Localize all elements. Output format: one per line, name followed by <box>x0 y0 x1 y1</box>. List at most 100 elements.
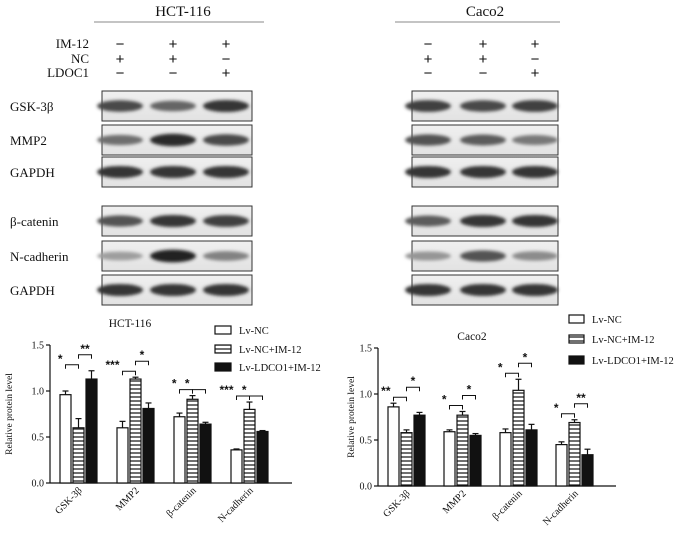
protein-band <box>405 134 451 146</box>
significance-bracket <box>135 360 149 366</box>
bar-lv-nc <box>499 432 512 487</box>
protein-band <box>203 165 249 179</box>
legend-label: Lv-LDCO1+IM-12 <box>592 356 674 367</box>
significance-bracket <box>192 389 206 394</box>
protein-band <box>460 250 506 262</box>
significance-bracket <box>462 394 476 400</box>
protein-band <box>150 214 196 228</box>
x-tick-label: MMP2 <box>441 488 469 516</box>
y-axis-label: Relative protein level <box>5 373 15 455</box>
significance-label: *** <box>219 383 233 397</box>
protein-band <box>405 165 451 179</box>
significance-label: * <box>411 374 416 388</box>
bar-lv-nc-im-12 <box>568 421 581 487</box>
significance-label: ** <box>80 342 90 356</box>
treatment-sign: + <box>222 36 231 53</box>
legend-swatch <box>568 334 585 344</box>
significance-label: *** <box>105 358 119 372</box>
bar-chart-hct116: HCT-116 0.0 0.5 1.0 1.5 Relative protein leve… <box>5 318 321 525</box>
bar-lv-ldco1-im-12 <box>199 423 212 484</box>
protein-band <box>97 215 143 227</box>
significance-bracket <box>65 364 79 369</box>
protein-band <box>460 165 506 179</box>
bar-lv-nc <box>116 427 129 484</box>
bar-lv-ldco1-im-12 <box>256 430 269 484</box>
protein-band <box>97 251 143 261</box>
treatment-label: LDOC1 <box>47 65 89 80</box>
x-tick-label: β-catenin <box>164 485 198 519</box>
treatment-label: NC <box>71 51 89 66</box>
protein-band <box>203 251 249 261</box>
protein-band <box>203 134 249 146</box>
significance-bracket <box>449 404 463 410</box>
bar-lv-nc <box>59 394 72 484</box>
significance-bracket <box>518 362 532 368</box>
bar-lv-nc-im-12 <box>243 408 256 484</box>
treatment-sign: − <box>531 51 540 68</box>
bar-lv-ldco1-im-12 <box>525 429 538 487</box>
bar-lv-ldco1-im-12 <box>581 454 594 487</box>
significance-bracket <box>505 372 519 378</box>
significance-bracket <box>249 395 263 401</box>
blot-row-label: GAPDH <box>10 165 55 180</box>
blot-row-label: MMP2 <box>10 133 47 148</box>
legend-label: Lv-NC+IM-12 <box>592 335 655 346</box>
legend-swatch <box>568 355 585 365</box>
bar-lv-nc-im-12 <box>456 414 469 487</box>
legend-swatch <box>214 362 232 372</box>
y-tick-label: 0.5 <box>32 433 45 444</box>
significance-label: * <box>442 392 447 406</box>
bar-lv-nc <box>443 431 456 487</box>
blot-row-label: GAPDH <box>10 283 55 298</box>
significance-bracket <box>393 396 407 402</box>
significance-label: * <box>554 401 559 415</box>
protein-band <box>97 100 143 112</box>
significance-label: * <box>140 348 145 362</box>
treatment-label: IM-12 <box>56 36 89 51</box>
blot-row-label: β-catenin <box>10 214 59 229</box>
bar-lv-ldco1-im-12 <box>469 434 482 487</box>
protein-band <box>203 283 249 297</box>
protein-band <box>460 214 506 228</box>
bar-lv-nc-im-12 <box>512 389 525 487</box>
x-tick-label: N-cadherin <box>541 488 581 528</box>
treatment-sign: + <box>479 36 488 53</box>
legend-label: Lv-NC+IM-12 <box>239 345 302 356</box>
treatment-sign: + <box>479 51 488 68</box>
treatment-sign: + <box>531 65 540 82</box>
significance-label: * <box>172 377 177 391</box>
protein-band <box>512 100 558 112</box>
treatment-sign: + <box>116 51 125 68</box>
blot-row-label: N-cadherin <box>10 249 69 264</box>
bar-lv-nc-im-12 <box>400 432 413 487</box>
bar-lv-nc <box>555 444 568 487</box>
protein-band <box>512 165 558 179</box>
protein-band <box>512 283 558 297</box>
bar-lv-nc-im-12 <box>129 378 142 484</box>
bar-chart-caco2: Caco2 0.0 0.5 1.0 1.5 Relative protein level G… <box>347 314 674 528</box>
legend-label: Lv-NC <box>592 315 622 326</box>
protein-band <box>150 249 196 263</box>
x-tick-label: β-catenin <box>490 488 524 522</box>
treatment-sign: + <box>169 51 178 68</box>
protein-band <box>150 133 196 147</box>
protein-band <box>512 135 558 145</box>
significance-bracket <box>122 370 136 376</box>
treatment-sign: − <box>479 65 488 82</box>
significance-label: * <box>467 382 472 396</box>
treatment-sign: − <box>116 36 125 53</box>
treatment-sign: − <box>424 65 433 82</box>
protein-band <box>405 100 451 112</box>
legend-swatch <box>568 314 585 324</box>
treatment-sign: − <box>169 65 178 82</box>
bar-lv-nc-im-12 <box>72 427 85 484</box>
y-tick-label: 1.0 <box>32 387 45 398</box>
x-tick-label: GSK-3β <box>381 488 412 519</box>
protein-band <box>203 99 249 113</box>
protein-band <box>150 165 196 179</box>
protein-band <box>97 134 143 146</box>
treatment-sign: − <box>424 36 433 53</box>
significance-bracket <box>574 403 588 408</box>
significance-label: * <box>523 350 528 364</box>
